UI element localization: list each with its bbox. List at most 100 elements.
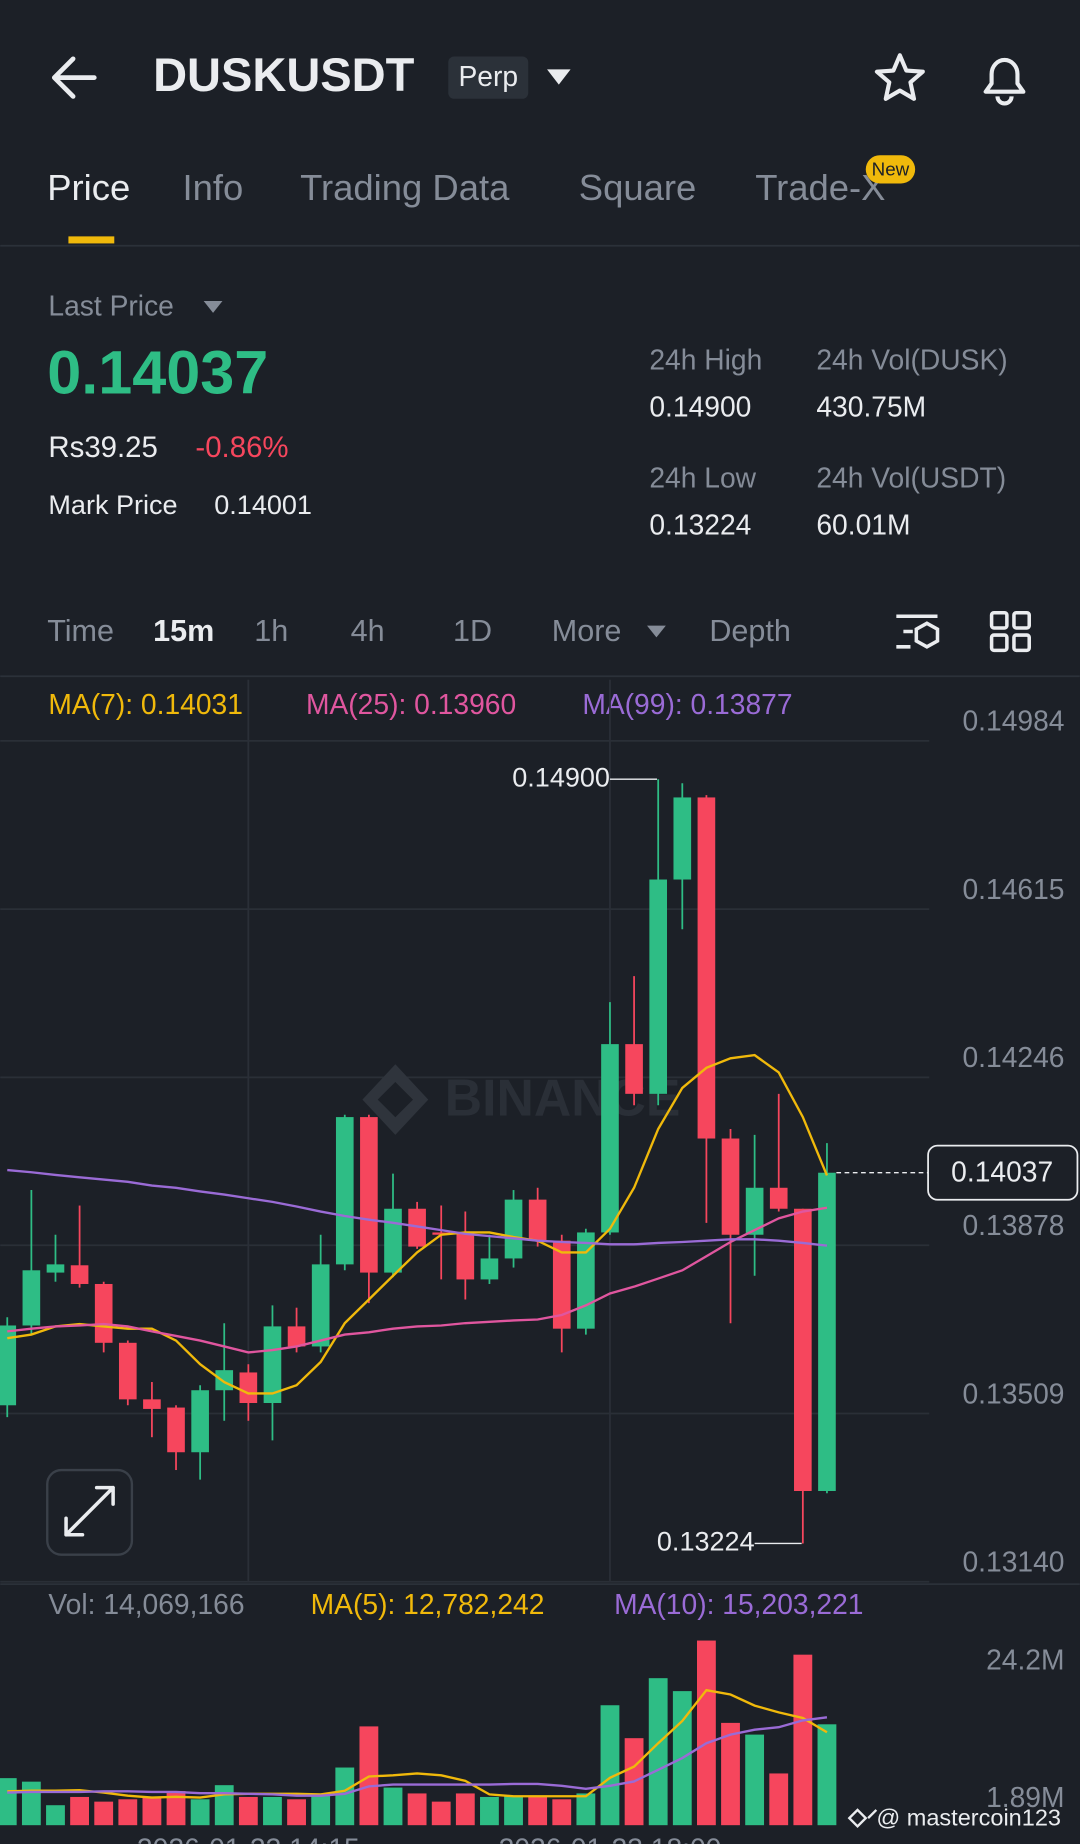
- volume-bar: [118, 1799, 138, 1826]
- candle-body: [504, 1199, 523, 1259]
- y-tick-label: 1.89M: [986, 1781, 1064, 1813]
- candle-body: [818, 1172, 836, 1492]
- interval[interactable]: 1D: [453, 614, 492, 648]
- candle-body: [0, 1325, 17, 1406]
- mark-price-label: Mark Price: [48, 490, 177, 520]
- legend-entry: MA(99): 0.13877: [582, 688, 792, 720]
- volume-bar: [431, 1801, 451, 1826]
- volume-bar: [263, 1796, 282, 1826]
- volume-bar: [46, 1805, 65, 1826]
- interval[interactable]: 15m: [153, 614, 214, 648]
- candle-body: [769, 1187, 788, 1209]
- candle-body: [311, 1264, 330, 1347]
- symbol-title: DUSKUSDT: [153, 48, 415, 101]
- new-badge-bg: [865, 155, 916, 184]
- candle-body: [649, 879, 668, 1094]
- symbol-dropdown[interactable]: [547, 69, 571, 85]
- candle-body: [167, 1407, 185, 1453]
- volume-bar: [721, 1722, 740, 1826]
- volume-bar: [455, 1793, 475, 1826]
- volume-bar: [528, 1795, 548, 1826]
- ma-line: [7, 1168, 828, 1247]
- interval[interactable]: 4h: [351, 614, 385, 648]
- stat-label: 24h Low: [649, 461, 756, 493]
- last-price: 0.14037: [47, 339, 268, 407]
- tab[interactable]: Price: [47, 167, 130, 208]
- volume-bar: [817, 1724, 837, 1826]
- credit-icon: [847, 1808, 878, 1829]
- candle-body: [215, 1370, 234, 1391]
- interval[interactable]: Time: [47, 614, 114, 648]
- new-badge: New: [872, 158, 910, 179]
- volume-bar: [696, 1640, 716, 1826]
- last-price-tag: [927, 1144, 1079, 1201]
- x-tick-label: 2026-01-23 18:00: [499, 1833, 722, 1844]
- indicator-settings-button[interactable]: [896, 614, 940, 649]
- volume-bar: [166, 1791, 186, 1826]
- candle-body: [456, 1232, 475, 1280]
- candle-body: [697, 797, 716, 1139]
- volume-bar: [21, 1781, 41, 1826]
- active-tab-indicator: [68, 236, 115, 244]
- y-tick-label: 0.14615: [962, 873, 1064, 905]
- volume-bar: [600, 1705, 620, 1826]
- volume-bar: [311, 1793, 331, 1826]
- watermark: BINANCE: [445, 1069, 681, 1127]
- volume-bar: [214, 1785, 234, 1826]
- mark-price: 0.14001: [214, 490, 312, 520]
- volume-bar: [648, 1678, 668, 1826]
- ma-line: [7, 1206, 828, 1354]
- last-price-label: 0.14037: [951, 1155, 1053, 1187]
- tab[interactable]: Info: [182, 167, 243, 208]
- ma-line: [7, 1688, 828, 1799]
- candle-body: [721, 1138, 740, 1235]
- last-price-dropdown[interactable]: [203, 301, 223, 313]
- volume-bar: [70, 1796, 89, 1826]
- volume-bar: [576, 1793, 596, 1826]
- volume-bar: [335, 1767, 355, 1826]
- alert-button[interactable]: [983, 57, 1026, 106]
- y-tick-label: 0.14984: [962, 705, 1064, 737]
- local-price: Rs39.25: [48, 431, 157, 464]
- candle-body: [408, 1208, 426, 1247]
- volume-chart: Vol: 14,069,166 MA(5): 12,782,242 MA(10): …: [0, 1588, 1065, 1826]
- stat-label: 24h Vol(DUSK): [816, 344, 1007, 376]
- last-price-label[interactable]: Last Price: [48, 290, 173, 322]
- candle-body: [794, 1208, 812, 1492]
- candle-body: [143, 1399, 161, 1409]
- volume-bar: [190, 1799, 210, 1826]
- candle-body: [94, 1283, 113, 1343]
- candle-body: [118, 1342, 137, 1400]
- layout-button[interactable]: [989, 610, 1031, 653]
- tab[interactable]: Square: [579, 167, 697, 208]
- x-tick-label: 2026-01-23 14:15: [137, 1833, 360, 1844]
- candle-body: [287, 1326, 306, 1347]
- volume-bar: [383, 1787, 403, 1826]
- back-button[interactable]: [51, 56, 97, 99]
- volume-bar: [504, 1795, 523, 1826]
- interval[interactable]: 1h: [254, 614, 288, 648]
- candle-body: [384, 1208, 402, 1273]
- ma-line: [7, 1716, 828, 1797]
- volume-label: Vol: 14,069,166: [48, 1588, 244, 1620]
- candle-body: [360, 1117, 378, 1273]
- fullscreen-button[interactable]: [46, 1468, 134, 1556]
- tab[interactable]: Trade-X: [755, 167, 885, 208]
- more-dropdown[interactable]: [647, 625, 666, 638]
- candle-body: [745, 1187, 764, 1235]
- y-tick-label: 0.13878: [962, 1209, 1064, 1241]
- price-chart: MA(7): 0.14031 MA(25): 0.13960 MA(99): 0.1…: [0, 679, 1079, 1844]
- interval[interactable]: More: [552, 614, 622, 648]
- stat-value: 60.01M: [816, 508, 910, 540]
- y-tick-label: 0.13140: [962, 1546, 1064, 1578]
- perp-badge: Perp: [458, 60, 518, 92]
- favorite-button[interactable]: [874, 53, 925, 101]
- stat-value: 0.13224: [649, 508, 751, 540]
- y-tick-label: 24.2M: [986, 1643, 1064, 1675]
- interval[interactable]: Depth: [709, 614, 791, 648]
- legend-entry: MA(5): 12,782,242: [311, 1588, 545, 1620]
- tab[interactable]: Trading Data: [300, 167, 510, 208]
- volume-bar: [552, 1799, 572, 1826]
- volume-bar: [745, 1734, 765, 1826]
